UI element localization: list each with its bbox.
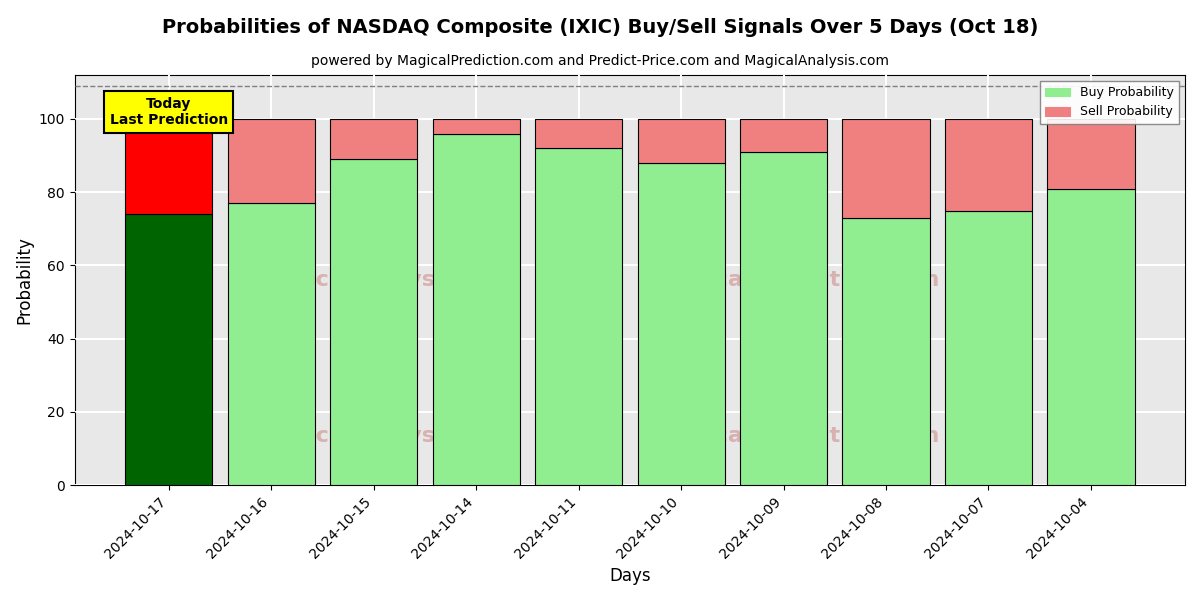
Text: MagicalAnalysis.com: MagicalAnalysis.com [254,426,516,446]
Bar [432,119,520,134]
Bar [535,119,622,148]
Bar [432,134,520,485]
Bar [944,119,1032,211]
Bar [125,214,212,485]
X-axis label: Days: Days [610,567,650,585]
Bar [637,119,725,163]
Bar [535,148,622,485]
Bar [1048,188,1134,485]
Bar [842,218,930,485]
Bar [330,159,418,485]
Bar [944,211,1032,485]
Bar [125,119,212,214]
Bar [228,203,314,485]
Bar [740,119,827,152]
Bar [1048,119,1134,188]
Text: Probabilities of NASDAQ Composite (IXIC) Buy/Sell Signals Over 5 Days (Oct 18): Probabilities of NASDAQ Composite (IXIC)… [162,18,1038,37]
Bar [637,163,725,485]
Text: MagicalPrediction.com: MagicalPrediction.com [654,270,940,290]
Bar [842,119,930,218]
Legend: Buy Probability, Sell Probability: Buy Probability, Sell Probability [1040,81,1178,124]
Bar [740,152,827,485]
Bar [228,119,314,203]
Bar [330,119,418,159]
Text: Today
Last Prediction: Today Last Prediction [109,97,228,127]
Text: MagicalAnalysis.com: MagicalAnalysis.com [254,270,516,290]
Text: MagicalPrediction.com: MagicalPrediction.com [654,426,940,446]
Text: powered by MagicalPrediction.com and Predict-Price.com and MagicalAnalysis.com: powered by MagicalPrediction.com and Pre… [311,54,889,68]
Y-axis label: Probability: Probability [16,236,34,324]
